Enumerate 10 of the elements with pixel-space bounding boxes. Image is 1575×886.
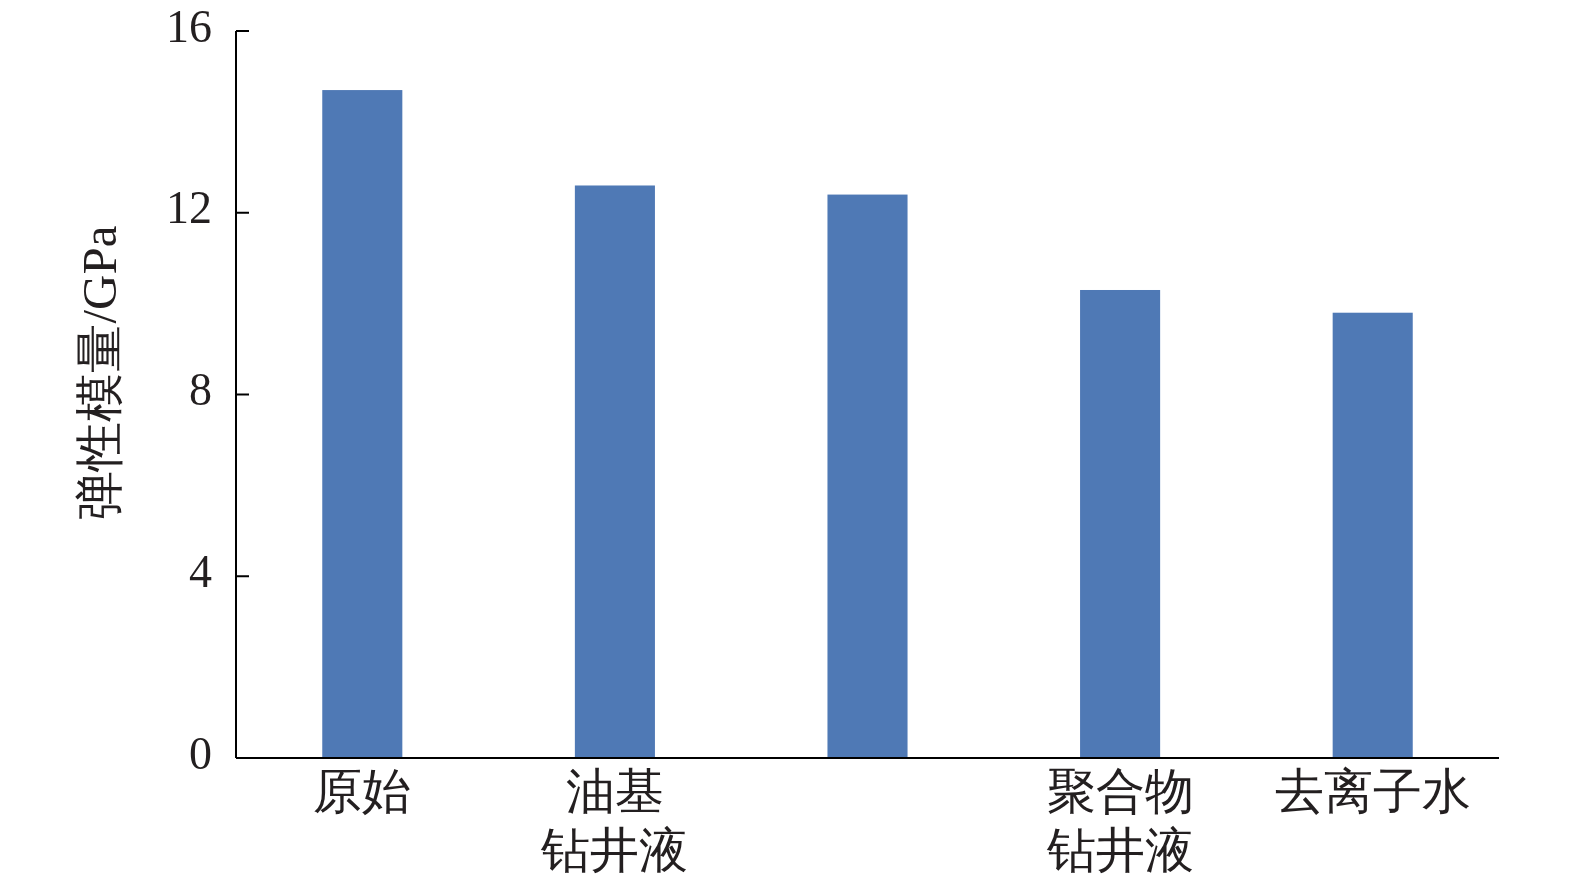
- x-tick-label: 聚合物钻井液: [1045, 764, 1194, 878]
- y-tick-label: 4: [189, 545, 212, 597]
- y-tick-label: 8: [189, 364, 212, 416]
- x-tick-label: 油基钻井液: [540, 764, 689, 878]
- y-tick-label: 0: [189, 727, 212, 779]
- x-tick-label: 原始: [313, 764, 412, 819]
- y-tick-label: 16: [166, 0, 212, 52]
- y-axis-title: 弹性模量/GPa: [72, 225, 127, 520]
- x-tick-label: 去离子水: [1274, 764, 1471, 819]
- y-tick-label: 12: [166, 182, 212, 234]
